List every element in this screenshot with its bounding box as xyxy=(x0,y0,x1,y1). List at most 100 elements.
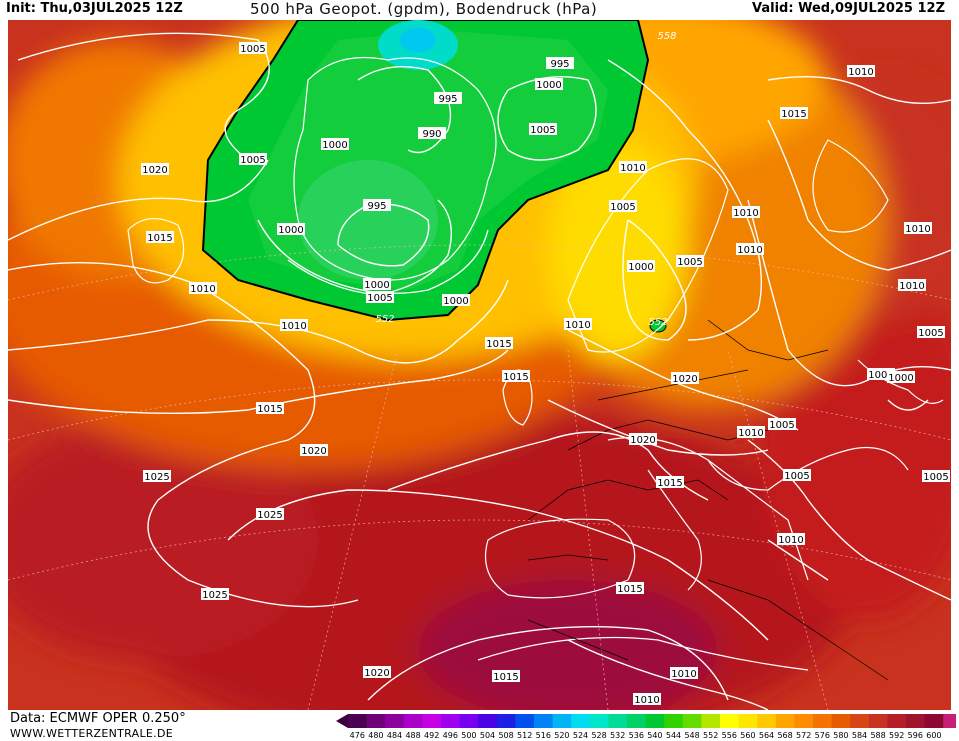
legend-label: 584 xyxy=(852,731,867,740)
legend-swatch xyxy=(720,714,740,728)
footer-bar: Data: ECMWF OPER 0.250° WWW.WETTERZENTRA… xyxy=(0,711,959,741)
legend-swatch xyxy=(701,714,721,728)
isobar-label: 1010 xyxy=(898,279,926,292)
isobar-label: 1005 xyxy=(529,123,557,136)
isobar-label-text: 1005 xyxy=(868,370,893,381)
legend-swatch xyxy=(459,714,479,728)
legend-swatch xyxy=(887,714,907,728)
isobar-label-text: 1020 xyxy=(142,165,167,176)
header-bar: Init: Thu,03JUL2025 12Z 500 hPa Geopot. … xyxy=(0,0,959,20)
isobar-label: 1020 xyxy=(300,444,328,457)
legend-swatch xyxy=(403,714,423,728)
isobar-label: 995 xyxy=(434,92,462,105)
isobar-label-text: 995 xyxy=(550,59,569,70)
isobar-label-text: 1020 xyxy=(364,668,389,679)
isobar-label: 1005 xyxy=(366,291,394,304)
legend-swatch xyxy=(627,714,647,728)
isobar-label: 1000 xyxy=(887,371,915,384)
isobar-label-text: 1000 xyxy=(278,225,303,236)
isobar-label: 1010 xyxy=(736,243,764,256)
isobar-label-text: 1010 xyxy=(778,535,803,546)
isobar-label-text: 1010 xyxy=(190,284,215,295)
legend-swatch xyxy=(682,714,702,728)
isobar-label-text: 1000 xyxy=(888,373,913,384)
isobar-label: 990 xyxy=(418,127,446,140)
isobar-label-text: 1015 xyxy=(657,478,682,489)
isobar-label: 1025 xyxy=(256,508,284,521)
website: WWW.WETTERZENTRALE.DE xyxy=(10,727,173,740)
isobar-label-text: 1005 xyxy=(918,328,943,339)
legend-swatch xyxy=(850,714,870,728)
isobar-label-text: 995 xyxy=(367,201,386,212)
legend-label: 556 xyxy=(722,731,737,740)
map-title: 500 hPa Geopot. (gpdm), Bodendruck (hPa) xyxy=(250,0,598,18)
isobar-label-text: 1010 xyxy=(738,428,763,439)
legend-label: 476 xyxy=(350,731,365,740)
legend-swatch xyxy=(794,714,814,728)
isobar-label: 1010 xyxy=(189,282,217,295)
legend-label: 512 xyxy=(517,731,532,740)
isobar-label: 1010 xyxy=(564,318,592,331)
geopotential-field xyxy=(8,20,951,710)
legend-label: 588 xyxy=(870,731,885,740)
isobar-label: 1015 xyxy=(616,582,644,595)
data-source: Data: ECMWF OPER 0.250° xyxy=(10,711,186,726)
isobar-label: 1000 xyxy=(277,223,305,236)
legend-label: 480 xyxy=(368,731,383,740)
isobar-label-text: 1005 xyxy=(367,293,392,304)
legend-label: 496 xyxy=(443,731,458,740)
legend-swatch xyxy=(441,714,461,728)
legend-swatch xyxy=(385,714,405,728)
legend-swatch xyxy=(757,714,777,728)
isobar-label-text: 1015 xyxy=(781,109,806,120)
legend-label: 552 xyxy=(703,731,718,740)
weather-map: 1005 1020 1015 1010 1010 1005 1000 995 990 995 100… xyxy=(8,20,951,710)
isobar-label: 1010 xyxy=(777,533,805,546)
legend-swatch xyxy=(943,714,956,728)
legend-swatch xyxy=(775,714,795,728)
legend-label: 596 xyxy=(908,731,923,740)
isobar-label-text: 1020 xyxy=(301,446,326,457)
isobar-label-text: 1015 xyxy=(147,233,172,244)
isobar-label: 1025 xyxy=(201,588,229,601)
weather-map-svg: 1005102010151010101010051000995990995100… xyxy=(8,20,951,710)
isobar-label-text: 1015 xyxy=(617,584,642,595)
legend-swatch xyxy=(589,714,609,728)
legend-label: 520 xyxy=(554,731,569,740)
legend-label: 484 xyxy=(387,731,402,740)
isobar-label: 1015 xyxy=(485,337,513,350)
isobar-label-text: 1010 xyxy=(848,67,873,78)
legend-label: 516 xyxy=(536,731,551,740)
legend-label: 572 xyxy=(796,731,811,740)
isobar-label-text: 1025 xyxy=(257,510,282,521)
isobar-label: 1000 xyxy=(627,260,655,273)
isobar-label: 1000 xyxy=(535,78,563,91)
legend-label: 600 xyxy=(926,731,941,740)
isobar-label: 1010 xyxy=(732,206,760,219)
legend-swatch xyxy=(552,714,572,728)
legend-swatch xyxy=(924,714,944,728)
legend-label: 560 xyxy=(740,731,755,740)
legend-label: 524 xyxy=(573,731,588,740)
legend-swatch xyxy=(608,714,628,728)
isobar-label-text: 1020 xyxy=(672,374,697,385)
legend-label: 540 xyxy=(647,731,662,740)
isobar-label-text: 1020 xyxy=(630,435,655,446)
isobar-label-text: 1000 xyxy=(628,262,653,273)
isobar-label-text: 1010 xyxy=(620,163,645,174)
isobar-label: 1015 xyxy=(256,402,284,415)
isobar-label: 1025 xyxy=(143,470,171,483)
legend-swatch xyxy=(645,714,665,728)
legend-label: 568 xyxy=(777,731,792,740)
isobar-label: 1010 xyxy=(280,319,308,332)
isobar-label-text: 1005 xyxy=(923,472,948,483)
isobar-label-text: 1015 xyxy=(257,404,282,415)
isobar-label-text: 1015 xyxy=(503,372,528,383)
geopot-label: 552 xyxy=(648,317,667,328)
isobar-label: 995 xyxy=(363,199,391,212)
color-legend: 476 480 484 488 492 496 500 504 508 512 516 520 524 5… xyxy=(336,714,956,740)
isobar-label-text: 1000 xyxy=(322,140,347,151)
legend-label: 504 xyxy=(480,731,495,740)
isobar-label: 1010 xyxy=(737,426,765,439)
isobar-label-text: 1005 xyxy=(610,202,635,213)
